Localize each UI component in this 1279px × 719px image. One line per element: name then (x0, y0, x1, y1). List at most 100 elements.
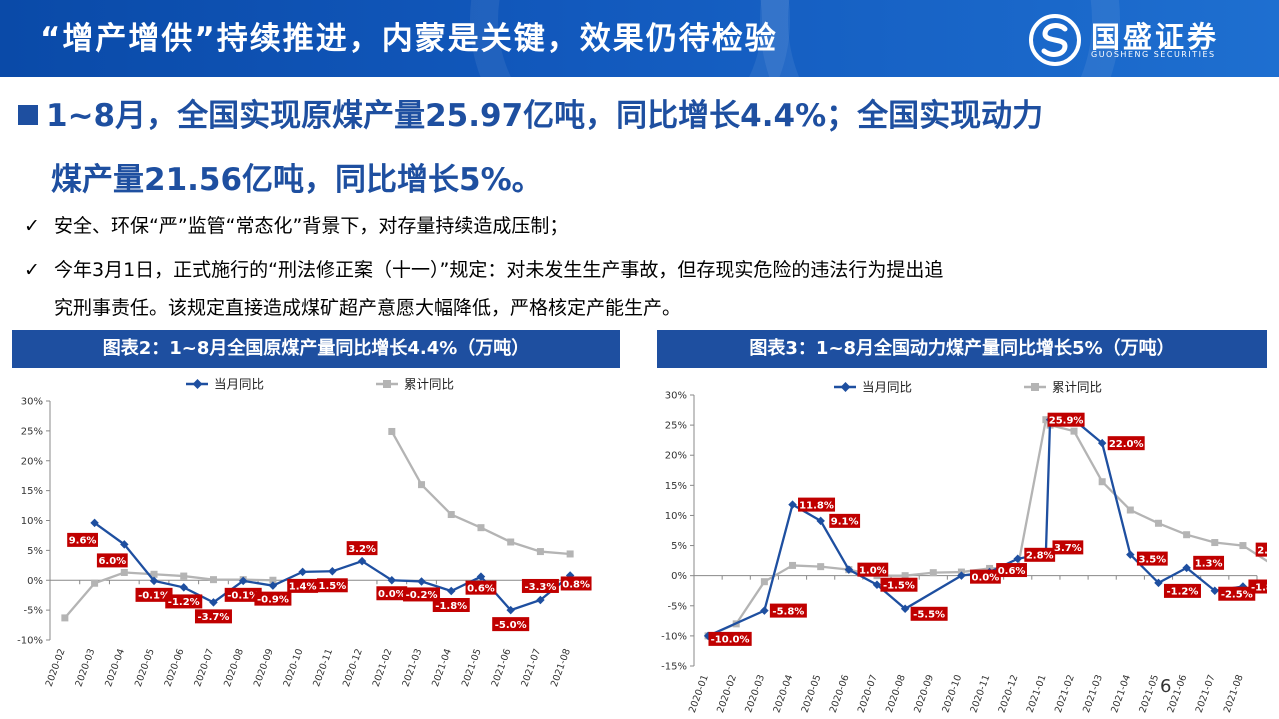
data-label: -5.5% (913, 610, 945, 621)
x-tick-label: 2021-05 (1137, 673, 1161, 714)
x-tick-label: 2020-10 (940, 673, 964, 714)
chart-title: 图表2：1~8月全国原煤产量同比增长4.4%（万吨） (12, 330, 620, 368)
data-point (238, 576, 248, 586)
data-label: 0.6% (998, 566, 1026, 577)
x-tick-label: 2021-03 (1081, 673, 1105, 714)
data-point (1211, 539, 1219, 547)
y-tick-label: -5% (24, 606, 43, 617)
data-point (929, 569, 937, 577)
data-label: -0.2% (406, 590, 438, 601)
data-label-box (910, 606, 948, 621)
data-label: 0.0% (378, 589, 406, 600)
data-label: -5.8% (772, 606, 804, 617)
data-label-box (1193, 555, 1225, 570)
x-tick-label: 2020-10 (282, 647, 306, 688)
data-label: 0.6% (467, 583, 495, 594)
data-point (1239, 542, 1247, 550)
data-label-box (1107, 436, 1145, 451)
logo-mark-icon (1029, 14, 1081, 66)
data-point (120, 540, 129, 549)
data-point (209, 576, 217, 584)
data-label-box (1136, 551, 1168, 566)
y-tick-label: -10% (17, 636, 43, 647)
page-number: 6 (1160, 676, 1172, 697)
data-label-box (880, 577, 918, 592)
data-point (61, 614, 69, 622)
y-tick-label: 20% (21, 456, 43, 467)
data-point (417, 577, 426, 586)
data-label-box (1163, 583, 1201, 598)
page-title: “增产增供”持续推进，内蒙是关键，效果仍待检验 (40, 21, 778, 57)
x-tick-label: 2021-08 (1222, 673, 1246, 714)
data-point (269, 576, 277, 584)
y-tick-label: 25% (21, 426, 43, 437)
data-label-box (492, 617, 530, 632)
data-point (789, 561, 797, 569)
data-point (566, 550, 574, 558)
data-point (447, 586, 456, 596)
x-tick-label: 2021-02 (1053, 673, 1077, 714)
data-point (844, 565, 854, 574)
x-tick-label: 2020-12 (997, 673, 1021, 714)
x-tick-label: 2021-05 (460, 647, 484, 688)
bullet-item: ✓ 今年3月1日，正式施行的“刑法修正案（十一）”规定：对未发生生产事故，但存现实… (24, 251, 943, 327)
data-label: 1.5% (318, 581, 346, 592)
data-label-box (769, 603, 807, 618)
chart-raw-coal-plot: -10% -5% 0% 5% 10% 15% 20% 25% 30% 2020-02 2020-03… (17, 377, 592, 688)
legend-label: 当月同比 (214, 377, 264, 392)
data-point (1070, 427, 1078, 435)
legend-marker (1031, 383, 1039, 391)
header-banner: “增产增供”持续推进，内蒙是关键，效果仍待检验 国盛证券 GUOSHENG SE… (0, 0, 1279, 77)
data-label-box (287, 578, 319, 593)
data-point (477, 524, 485, 532)
logo-subtext: GUOSHENG SECURITIES (1091, 50, 1216, 59)
data-point (760, 578, 768, 586)
company-logo: 国盛证券 GUOSHENG SECURITIES (1029, 8, 1234, 68)
data-label-box (254, 591, 292, 606)
legend-label: 当月同比 (862, 380, 912, 395)
data-label-box (67, 532, 98, 547)
data-label-box (708, 631, 752, 646)
data-point (1097, 438, 1107, 448)
chart-thermal-coal: 图表3：1~8月全国动力煤产量同比增长5%（万吨） -15% -10% -5% 0% 5… (657, 330, 1267, 715)
data-label-box (403, 587, 441, 602)
data-point (180, 572, 188, 580)
data-label: -3.7% (198, 612, 230, 623)
x-tick-label: 2020-02 (715, 673, 739, 714)
data-label-box (1047, 412, 1085, 427)
data-point (476, 572, 486, 581)
x-tick-label: 2020-01 (687, 673, 711, 714)
data-label-box (96, 553, 128, 568)
y-tick-label: -5% (668, 601, 687, 612)
chart-raw-coal: 图表2：1~8月全国原煤产量同比增长4.4%（万吨） -10% -5% 0% 5% 10… (12, 330, 620, 715)
x-tick-label: 2020-03 (73, 647, 97, 688)
x-tick-label: 2020-12 (341, 647, 365, 688)
y-tick-label: -10% (661, 631, 687, 642)
legend-label: 累计同比 (1052, 380, 1102, 395)
series-line-cumulative (390, 430, 571, 556)
y-tick-label: -15% (661, 662, 687, 673)
data-label: -1.2% (168, 597, 200, 608)
data-label: 9.1% (831, 517, 859, 528)
logo-text: 国盛证券 (1091, 20, 1220, 54)
data-label-box (432, 598, 470, 613)
bullet-text-continued: 究刑事责任。该规定直接造成煤矿超产意愿大幅降低，严格核定产能生产。 (54, 297, 682, 319)
y-tick-label: 10% (665, 511, 687, 522)
x-tick-label: 2020-08 (222, 647, 246, 688)
data-label-box (798, 497, 836, 512)
data-point (536, 595, 545, 605)
data-point (90, 518, 99, 528)
x-tick-label: 2020-06 (828, 673, 852, 714)
x-tick-label: 2020-03 (743, 673, 767, 714)
data-label: -10.0% (711, 635, 750, 646)
x-tick-label: 2021-07 (1194, 673, 1218, 714)
data-label: -1.8% (435, 601, 467, 612)
chart-title: 图表3：1~8月全国动力煤产量同比增长5%（万吨） (657, 330, 1267, 368)
data-label: 3.5% (1138, 554, 1166, 565)
data-label: 1.4% (289, 582, 317, 593)
data-label: -1.5% (883, 581, 915, 592)
data-label: 1.0% (859, 565, 887, 576)
x-tick-label: 2020-11 (968, 673, 992, 714)
data-label-box (194, 609, 232, 624)
bullet-text: 今年3月1日，正式施行的“刑法修正案（十一）”规定：对未发生生产事故，但存现实危… (54, 259, 944, 281)
